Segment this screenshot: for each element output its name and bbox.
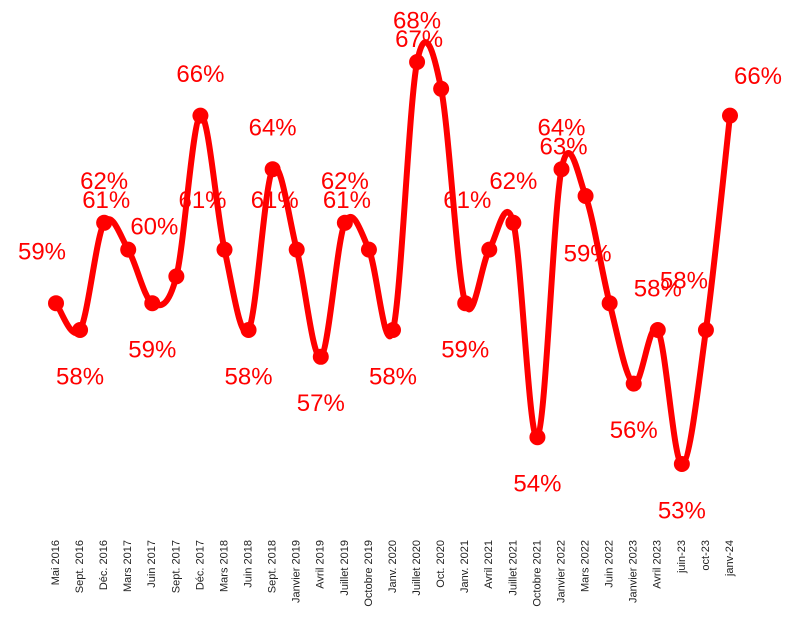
x-tick-label: Mars 2017 [122, 540, 134, 592]
point [601, 295, 618, 312]
data-label: 63% [540, 133, 588, 160]
data-label: 68% [393, 7, 441, 34]
x-tick-label: Déc. 2016 [98, 540, 110, 590]
data-label: 66% [734, 63, 782, 90]
point [673, 456, 690, 472]
data-label: 56% [610, 417, 658, 444]
line [53, 39, 733, 467]
point [120, 241, 137, 258]
point [697, 322, 714, 338]
data-label: 57% [297, 390, 345, 417]
point [625, 375, 642, 392]
x-tick-label: oct-23 [700, 540, 712, 571]
point [409, 54, 426, 70]
data-label: 58% [369, 363, 417, 390]
data-label: 60% [130, 214, 178, 241]
data-label: 58% [634, 275, 682, 302]
x-tick-label: Juillet 2020 [411, 540, 423, 596]
point [48, 295, 64, 312]
point [312, 348, 329, 365]
point [144, 295, 161, 312]
data-label: 59% [441, 337, 489, 364]
x-tick-label: Déc. 2017 [194, 540, 206, 590]
point [722, 107, 738, 124]
point [216, 241, 233, 258]
data-label: 66% [176, 61, 224, 88]
point [553, 161, 570, 178]
data-label: 54% [513, 471, 561, 498]
point [336, 214, 353, 231]
point [481, 241, 498, 258]
point [168, 268, 185, 285]
x-tick-label: juin-23 [676, 540, 688, 574]
point [577, 188, 594, 204]
x-tick-label: Mars 2022 [579, 540, 591, 592]
point [360, 241, 377, 258]
data-label: 61% [323, 187, 371, 214]
data-label: 59% [128, 337, 176, 364]
point [72, 322, 89, 338]
point [649, 322, 666, 338]
x-tick-label: janv-24 [724, 540, 736, 577]
x-tick-label: Janvier 2019 [291, 540, 303, 603]
point [96, 214, 113, 231]
x-tick-label: Octobre 2019 [363, 540, 375, 607]
data-label: 61% [251, 187, 299, 214]
data-label: 61% [82, 187, 130, 214]
x-tick-label: Sept. 2016 [74, 540, 86, 593]
point [264, 161, 281, 178]
x-tick-label: Janv. 2020 [387, 540, 399, 593]
x-tick-label: Mars 2018 [218, 540, 230, 592]
data-label: 61% [443, 187, 491, 214]
x-tick-label: Mai 2016 [50, 540, 62, 585]
data-label: 58% [660, 267, 708, 294]
x-tick-label: Juin 2018 [242, 540, 254, 588]
x-tick-label: Oct. 2020 [435, 540, 447, 588]
point [288, 241, 305, 258]
data-label: 62% [80, 168, 128, 195]
data-label: 64% [537, 115, 585, 142]
x-tick-label: Juin 2022 [604, 540, 616, 588]
data-label: 59% [564, 241, 612, 268]
x-tick-label: Janvier 2022 [555, 540, 567, 603]
data-label: 58% [225, 363, 273, 390]
point [529, 429, 546, 446]
x-tick-label: Avril 2019 [315, 540, 327, 589]
point [192, 107, 209, 124]
x-tick-label: Octobre 2021 [531, 540, 543, 607]
point [433, 80, 450, 97]
x-tick-label: Janvier 2023 [628, 540, 640, 603]
x-tick-label: Sept. 2017 [170, 540, 182, 593]
point [505, 214, 522, 231]
data-label: 61% [178, 187, 226, 214]
point [240, 322, 257, 338]
point [457, 295, 474, 312]
x-tick-label: Avril 2021 [483, 540, 495, 589]
data-label: 64% [249, 115, 297, 142]
data-label: 58% [56, 363, 104, 390]
data-label: 62% [321, 168, 369, 195]
x-tick-label: Sept. 2018 [267, 540, 279, 593]
x-tick-label: Juillet 2019 [339, 540, 351, 596]
data-label: 62% [489, 168, 537, 195]
x-tick-label: Avril 2023 [652, 540, 664, 589]
point [385, 322, 401, 338]
x-tick-label: Juin 2017 [146, 540, 158, 588]
data-label: 53% [658, 497, 706, 524]
data-label: 59% [18, 239, 66, 266]
x-tick-label: Juillet 2021 [507, 540, 519, 596]
data-label: 67% [395, 26, 443, 53]
x-tick-label: Janv. 2021 [459, 540, 471, 593]
